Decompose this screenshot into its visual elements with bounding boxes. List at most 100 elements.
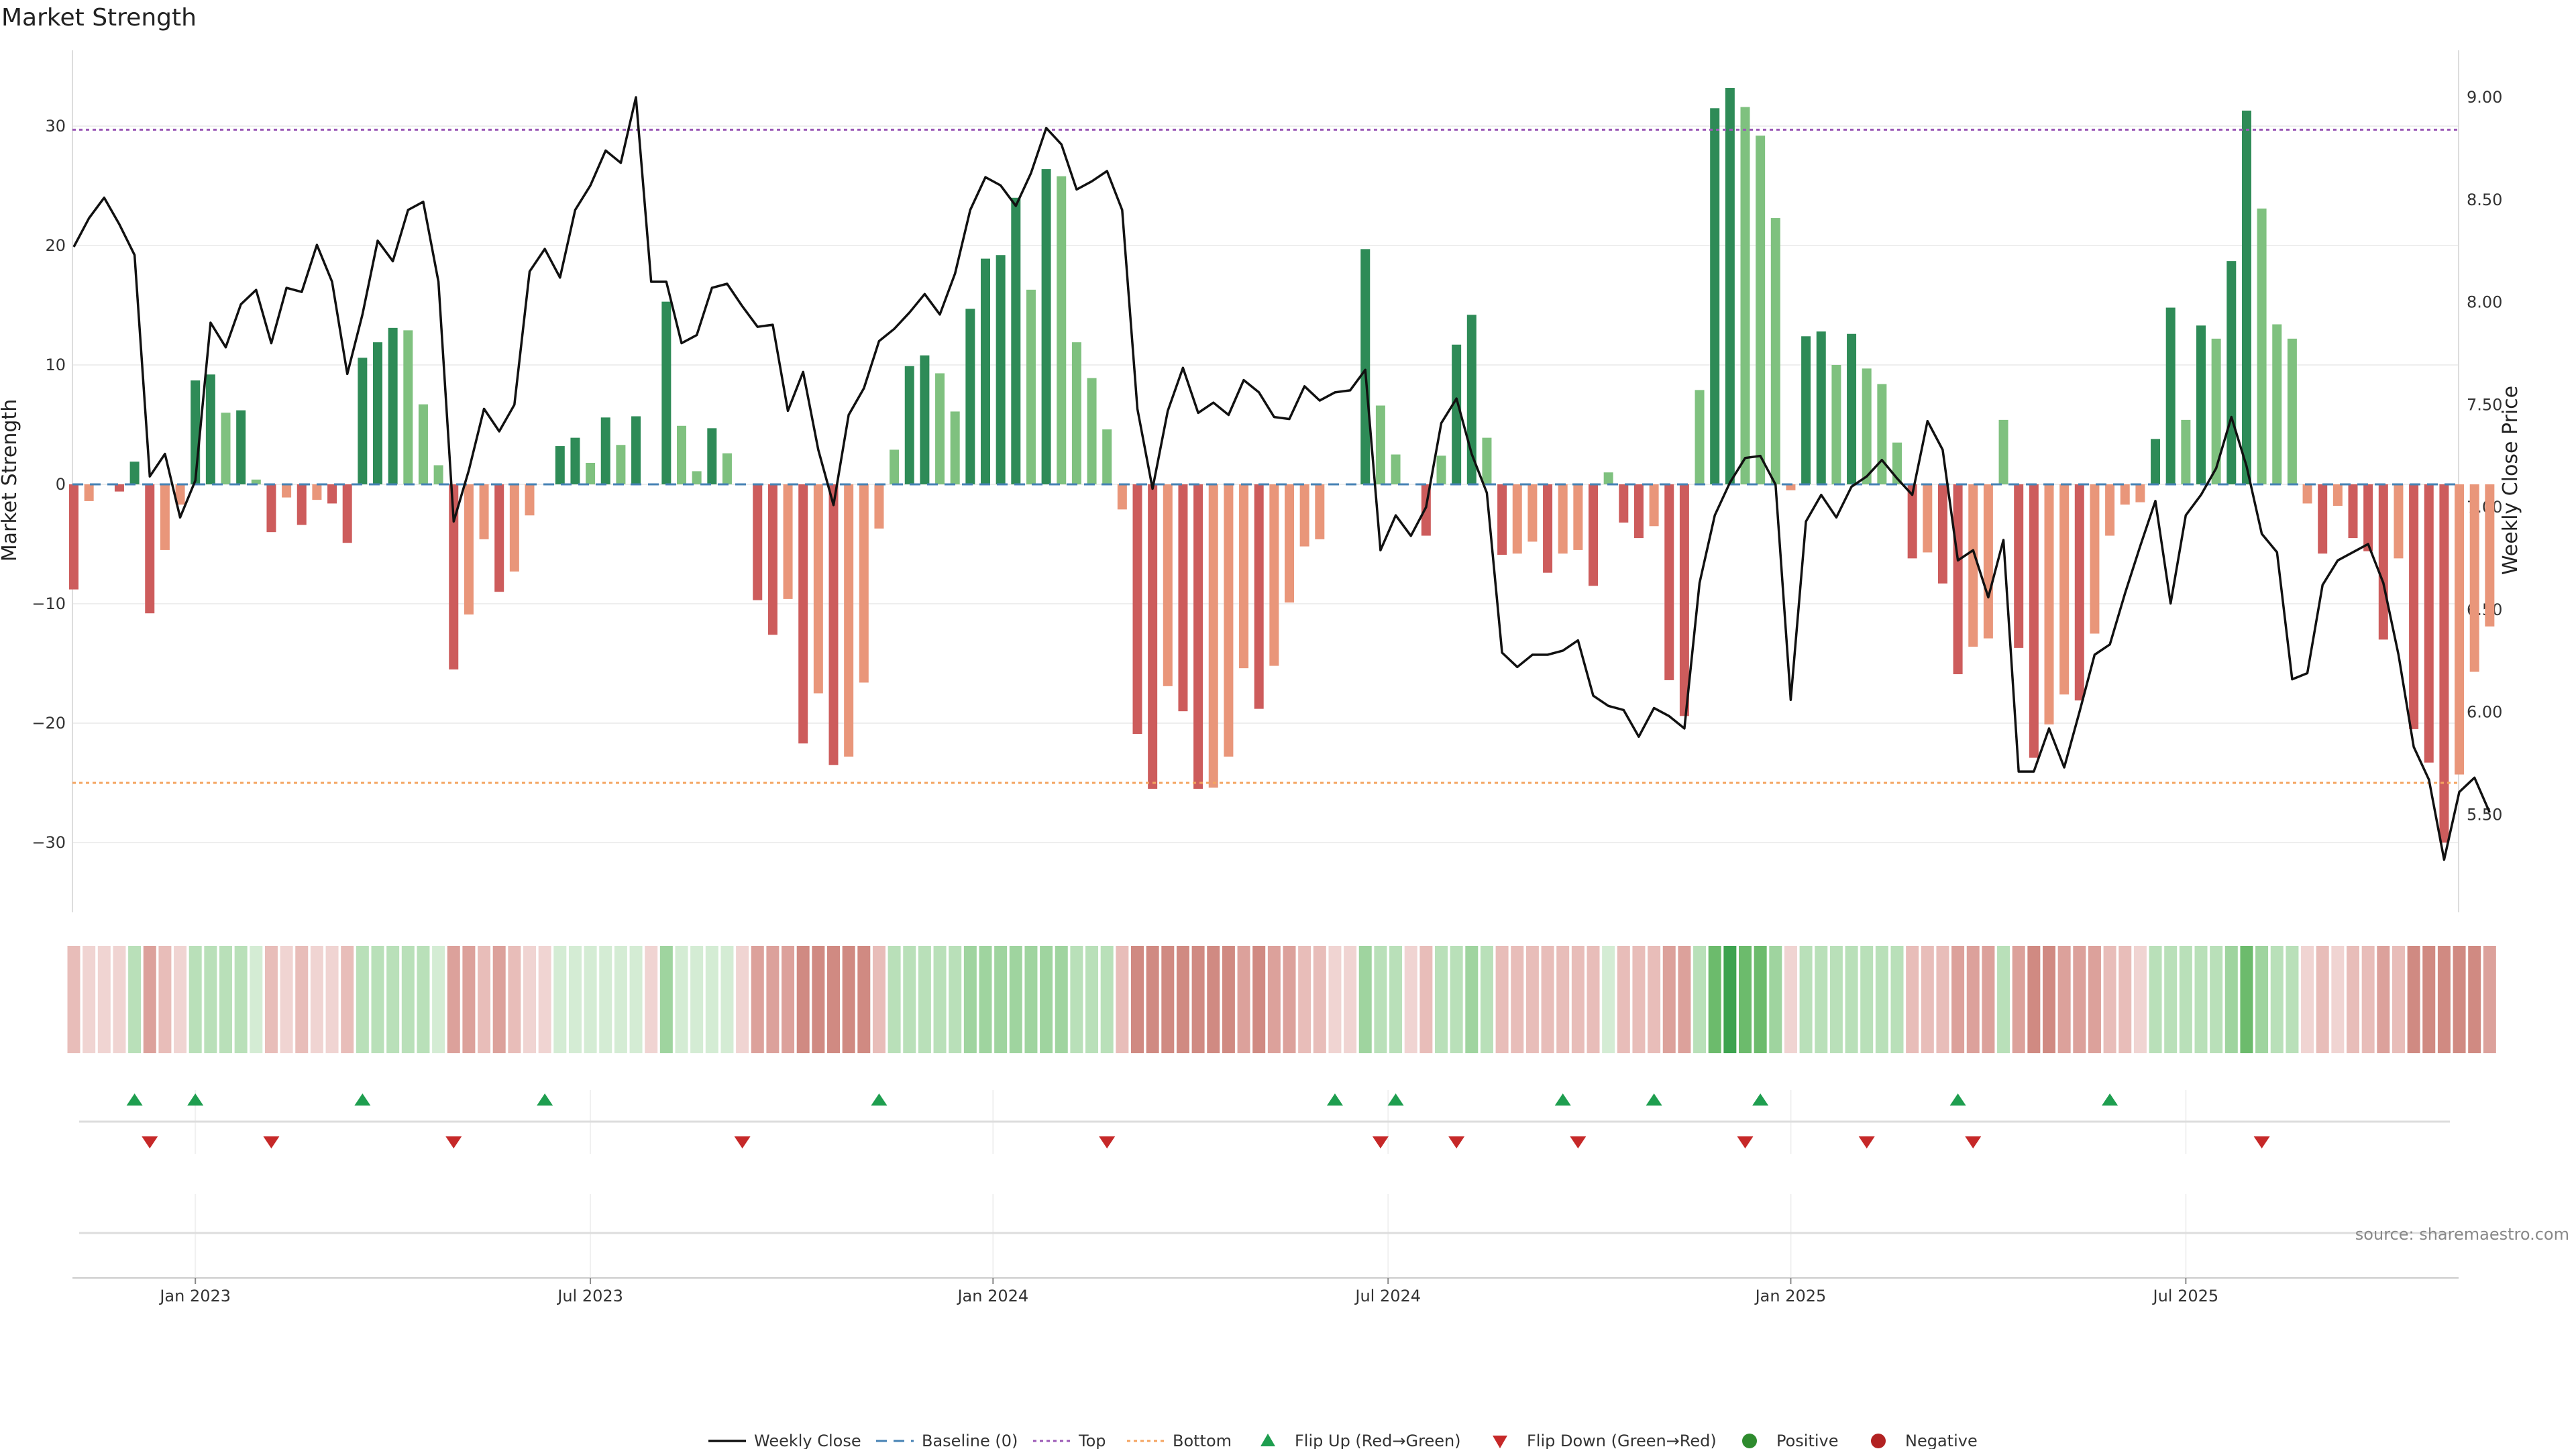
heat-cell — [2088, 946, 2101, 1053]
strength-bar-negative — [1269, 484, 1279, 666]
heat-cell — [325, 946, 339, 1053]
flip-up-marker — [537, 1093, 553, 1106]
heat-cell — [614, 946, 627, 1053]
heat-cell — [2043, 946, 2055, 1053]
strength-bar-negative — [2348, 484, 2358, 539]
strength-bar-negative — [1117, 484, 1127, 510]
heat-cell — [1587, 946, 1600, 1053]
heat-cell — [888, 946, 901, 1053]
strength-bar-negative — [1619, 484, 1629, 523]
strength-bar-negative — [1315, 484, 1325, 539]
strength-bar-negative — [1573, 484, 1583, 550]
strength-bars — [69, 88, 2495, 843]
flip-down-marker — [1372, 1136, 1389, 1148]
heat-cell — [204, 946, 217, 1053]
x-tick-label: Jul 2025 — [2152, 1287, 2219, 1305]
heat-cell — [2073, 946, 2086, 1053]
strength-bar-positive — [600, 417, 610, 484]
strength-bar-positive — [1877, 384, 1887, 484]
heat-cell — [1131, 946, 1144, 1053]
heat-cell — [1040, 946, 1053, 1053]
heat-cell — [918, 946, 931, 1053]
heat-cell — [1541, 946, 1554, 1053]
heat-cell — [219, 946, 232, 1053]
heat-cell — [1313, 946, 1326, 1053]
heat-cell — [963, 946, 977, 1053]
strength-bar-positive — [1482, 437, 1492, 484]
strength-bar-negative — [2469, 484, 2479, 672]
y-tick-label-right: 5.50 — [2467, 805, 2502, 824]
heat-cell — [174, 946, 187, 1053]
chart-title: Market Strength — [1, 4, 197, 32]
legend-label-positive: Positive — [1776, 1432, 1839, 1449]
flip-up-marker — [2102, 1093, 2118, 1106]
strength-bar-positive — [1452, 344, 1462, 484]
strength-bar-negative — [69, 484, 78, 590]
strength-bar-negative — [2090, 484, 2100, 634]
heat-cell — [1222, 946, 1235, 1053]
heat-cell — [827, 946, 840, 1053]
strength-bar-negative — [479, 484, 489, 539]
heat-cell — [1936, 946, 1949, 1053]
y-tick-label-left: 20 — [45, 236, 66, 255]
heat-cell — [1556, 946, 1570, 1053]
heat-cell — [1146, 946, 1159, 1053]
flip-up-marker — [126, 1093, 143, 1106]
flip-down-marker — [1570, 1136, 1587, 1148]
strength-bar-positive — [2181, 419, 2191, 484]
strength-bar-negative — [783, 484, 793, 599]
heat-cell — [2240, 946, 2253, 1053]
strength-bar-negative — [1953, 484, 1963, 675]
strength-bar-positive — [1740, 107, 1750, 484]
legend-label-baseline: Baseline (0) — [922, 1432, 1018, 1449]
strength-bar-negative — [844, 484, 854, 757]
heat-cell — [83, 946, 96, 1053]
strength-bar-positive — [2151, 439, 2161, 484]
flip-up-marker — [1387, 1093, 1404, 1106]
strength-bar-positive — [555, 446, 565, 484]
strength-bar-negative — [813, 484, 823, 694]
flip-up-marker — [1554, 1093, 1571, 1106]
strength-bar-positive — [2165, 307, 2176, 484]
flip-up-marker — [354, 1093, 371, 1106]
strength-bar-positive — [1071, 342, 1081, 484]
legend-swatch-flip-up — [1260, 1434, 1275, 1446]
heat-cell — [2103, 946, 2116, 1053]
heat-cell — [857, 946, 871, 1053]
heat-cell — [1100, 946, 1114, 1053]
strength-bar-negative — [494, 484, 504, 592]
x-tick-label: Jul 2024 — [1354, 1287, 1421, 1305]
heat-cell — [2194, 946, 2208, 1053]
strength-bar-positive — [950, 411, 960, 484]
strength-bar-positive — [935, 373, 945, 484]
y-tick-label-left: −20 — [32, 714, 66, 733]
strength-bar-negative — [266, 484, 276, 533]
strength-bar-positive — [1695, 390, 1705, 484]
heat-cell — [1571, 946, 1585, 1053]
strength-bar-positive — [1087, 378, 1097, 484]
strength-bar-negative — [2439, 484, 2449, 843]
heat-cell — [478, 946, 491, 1053]
heat-cell — [1374, 946, 1387, 1053]
strength-bar-positive — [1725, 88, 1735, 485]
heat-cell — [2149, 946, 2162, 1053]
heat-cell — [97, 946, 111, 1053]
strength-bar-negative — [2059, 484, 2070, 695]
strength-bar-positive — [965, 309, 975, 484]
heat-cell — [1678, 946, 1691, 1053]
heat-cell — [796, 946, 810, 1053]
heat-cell — [2224, 946, 2238, 1053]
reference-lines — [72, 128, 2459, 784]
strength-bar-positive — [1102, 429, 1112, 484]
heat-cell — [2270, 946, 2284, 1053]
heat-cell — [2012, 946, 2025, 1053]
strength-bar-negative — [1589, 484, 1598, 586]
strength-bar-negative — [1148, 484, 1158, 789]
strength-bar-positive — [1847, 333, 1857, 484]
strength-bar-positive — [2226, 261, 2237, 484]
strength-bar-positive — [722, 453, 732, 484]
flip-up-marker — [871, 1093, 888, 1106]
weekly-close-line — [72, 96, 2491, 861]
heat-cell — [371, 946, 384, 1053]
heat-cell — [1435, 946, 1448, 1053]
